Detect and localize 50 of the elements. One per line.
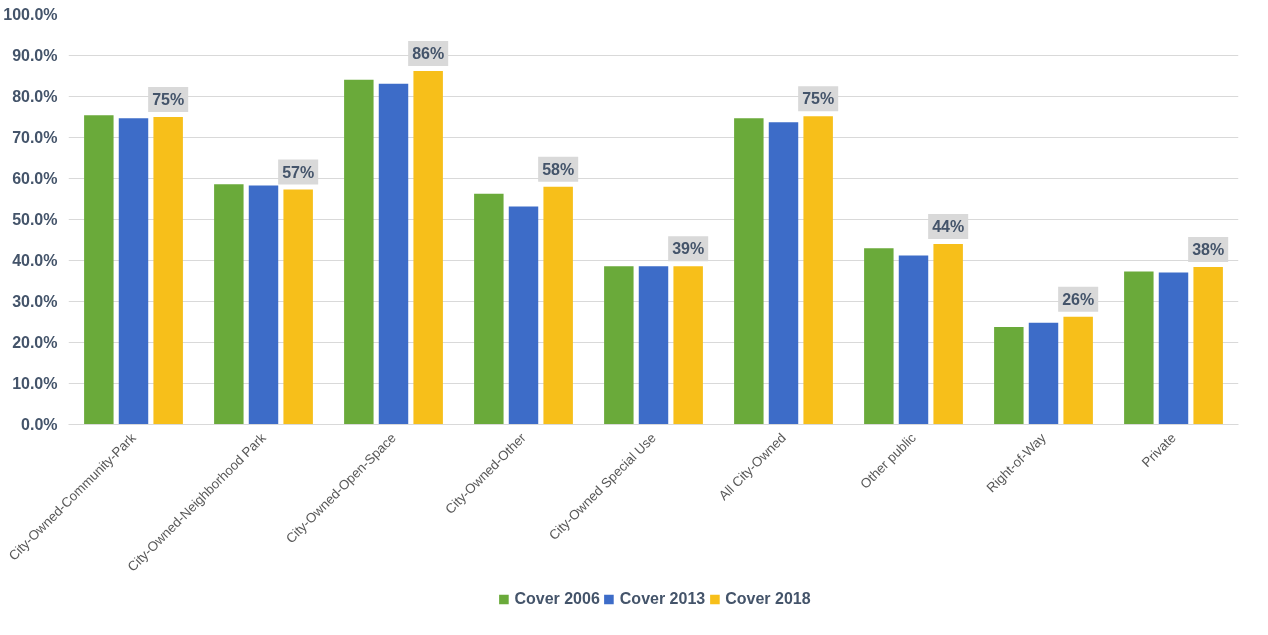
- y-tick-label: 50.0%: [12, 211, 58, 228]
- bar: [378, 83, 409, 425]
- y-tick-label: 60.0%: [12, 170, 58, 187]
- bar: [898, 255, 929, 425]
- data-label: 44%: [932, 218, 965, 236]
- bar: [734, 118, 764, 425]
- y-tick-label: 10.0%: [12, 375, 58, 392]
- bar: [214, 184, 244, 425]
- y-tick-label: 0.0%: [21, 416, 58, 433]
- bar: [803, 116, 833, 425]
- bar: [543, 186, 573, 425]
- bar: [768, 122, 799, 425]
- data-label: 75%: [802, 90, 835, 108]
- bar: [673, 266, 703, 425]
- y-tick-label: 30.0%: [12, 293, 58, 310]
- bar: [474, 193, 504, 425]
- bar: [508, 206, 539, 425]
- bar: [1124, 271, 1154, 425]
- bar: [1193, 267, 1223, 425]
- legend-label: Cover 2013: [619, 590, 706, 608]
- y-tick-label: 90.0%: [12, 47, 58, 64]
- data-label: 39%: [672, 240, 705, 258]
- legend-label: Cover 2018: [725, 590, 811, 608]
- y-tick-label: 40.0%: [12, 252, 58, 269]
- legend-label: Cover 2006: [514, 590, 600, 608]
- bar: [1028, 322, 1059, 425]
- bar: [604, 266, 634, 425]
- data-label: 26%: [1062, 290, 1095, 308]
- y-tick-label: 20.0%: [12, 334, 58, 351]
- bar: [118, 118, 149, 425]
- data-label: 57%: [282, 163, 315, 181]
- bar: [1158, 272, 1189, 425]
- bar: [413, 71, 443, 425]
- bar: [248, 185, 279, 425]
- bar: [864, 248, 894, 425]
- data-label: 75%: [152, 91, 185, 108]
- bar: [283, 189, 313, 425]
- bar: [84, 115, 114, 425]
- bar: [994, 326, 1024, 425]
- data-label: 38%: [1192, 241, 1225, 259]
- y-tick-label: 80.0%: [12, 88, 58, 105]
- bar: [638, 266, 669, 425]
- bar: [344, 79, 374, 425]
- bar: [1063, 316, 1093, 425]
- bar: [933, 244, 963, 425]
- bar: [153, 117, 183, 425]
- y-tick-label: 70.0%: [12, 129, 58, 146]
- data-label: 58%: [542, 160, 575, 178]
- y-tick-label: 100.0%: [3, 6, 58, 23]
- data-label: 86%: [412, 45, 445, 63]
